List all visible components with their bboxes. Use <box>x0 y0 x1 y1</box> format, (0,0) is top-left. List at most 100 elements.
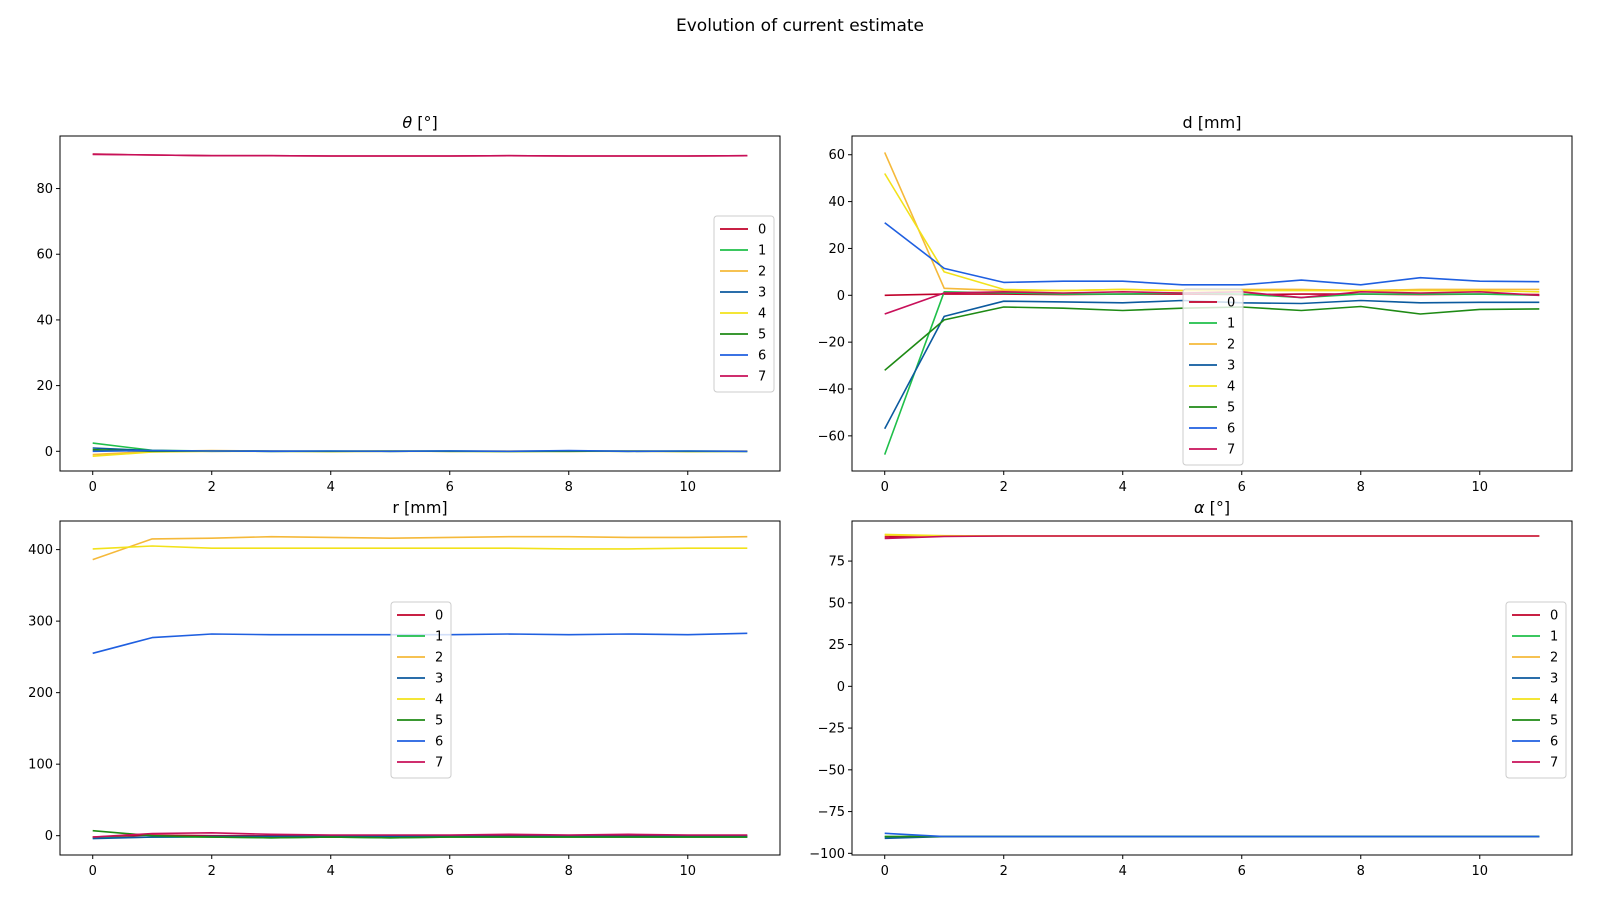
x-tick-label: 2 <box>1000 480 1008 495</box>
legend-label-3: 3 <box>1550 672 1558 687</box>
axes-frame <box>59 520 781 856</box>
legend-label-4: 4 <box>435 693 443 708</box>
series-line-4 <box>92 450 748 457</box>
legend-box <box>1182 288 1244 466</box>
legend: 0 1 2 3 4 5 6 7 <box>1182 288 1244 466</box>
y-tick-label: 0 <box>45 829 53 844</box>
legend-box <box>1505 601 1567 779</box>
legend: 0 1 2 3 4 5 6 7 <box>1505 601 1567 779</box>
y-tick-label: 0 <box>837 289 845 304</box>
y-tick-label: 20 <box>36 379 53 394</box>
legend-label-0: 0 <box>1227 296 1235 311</box>
legend-label-7: 7 <box>435 756 443 771</box>
y-tick-label: 60 <box>36 248 53 263</box>
legend-label-6: 6 <box>435 735 443 750</box>
x-tick-label: 6 <box>446 864 454 879</box>
series-line-5 <box>92 829 748 839</box>
axes-frame <box>851 135 1573 472</box>
x-tick-label: 8 <box>565 480 573 495</box>
y-tick-label: 50 <box>828 596 845 611</box>
y-tick-label: 60 <box>828 148 845 163</box>
x-tick-label: 8 <box>1357 864 1365 879</box>
y-tick-label: 0 <box>45 445 53 460</box>
legend-label-2: 2 <box>1550 651 1558 666</box>
series-line-6 <box>884 222 1540 286</box>
legend-label-2: 2 <box>1227 338 1235 353</box>
legend-label-0: 0 <box>1550 609 1558 624</box>
y-tick-label: 75 <box>828 555 845 570</box>
subplot-3: α [°] 0 2 4 6 8 10 −100 −75 −50 −25 0 25 50 75 0 1 2 3 4 5 6 7 <box>809 498 1573 879</box>
y-tick-label: 400 <box>28 543 53 558</box>
series-line-7 <box>92 153 748 157</box>
x-tick-label: 0 <box>881 480 889 495</box>
y-tick-label: −75 <box>818 805 845 820</box>
legend-label-5: 5 <box>1550 714 1558 729</box>
legend-label-6: 6 <box>1227 422 1235 437</box>
y-tick-label: 100 <box>28 758 53 773</box>
y-tick-label: 200 <box>28 686 53 701</box>
series-line-7 <box>92 831 748 838</box>
x-tick-label: 2 <box>208 864 216 879</box>
legend: 0 1 2 3 4 5 6 7 <box>713 215 775 393</box>
legend-label-4: 4 <box>758 307 766 322</box>
series-line-2 <box>92 535 748 561</box>
legend-label-4: 4 <box>1550 693 1558 708</box>
subplot-title: α [°] <box>1194 498 1230 517</box>
axes-frame <box>851 520 1573 856</box>
series-line-2 <box>883 152 1540 292</box>
x-tick-label: 8 <box>565 864 573 879</box>
legend-label-5: 5 <box>435 714 443 729</box>
legend-label-0: 0 <box>435 609 443 624</box>
x-tick-label: 2 <box>1000 864 1008 879</box>
x-tick-label: 6 <box>1238 864 1246 879</box>
x-tick-label: 4 <box>327 480 335 495</box>
legend-label-6: 6 <box>1550 735 1558 750</box>
x-tick-label: 6 <box>446 480 454 495</box>
legend-label-1: 1 <box>1550 630 1558 645</box>
series-line-4 <box>884 173 1540 293</box>
x-tick-label: 6 <box>1238 480 1246 495</box>
x-tick-label: 4 <box>1119 864 1127 879</box>
x-tick-label: 8 <box>1357 480 1365 495</box>
legend-label-2: 2 <box>435 651 443 666</box>
y-tick-label: −40 <box>818 383 845 398</box>
legend-label-7: 7 <box>758 370 766 385</box>
legend-box <box>390 601 452 779</box>
legend-label-3: 3 <box>435 672 443 687</box>
series-line-4 <box>92 545 748 550</box>
x-tick-label: 10 <box>679 480 696 495</box>
y-tick-label: −60 <box>818 429 845 444</box>
y-tick-label: 80 <box>36 182 53 197</box>
legend-label-1: 1 <box>1227 317 1235 332</box>
x-tick-label: 10 <box>679 864 696 879</box>
subplot-1: d [mm] 0 2 4 6 8 10 −60 −40 −20 0 20 40 60 0 1 2 3 4 5 6 7 <box>818 113 1573 495</box>
legend-label-2: 2 <box>758 265 766 280</box>
y-tick-label: −20 <box>818 336 845 351</box>
y-tick-label: 40 <box>36 313 53 328</box>
legend-label-3: 3 <box>1227 359 1235 374</box>
subplot-title: d [mm] <box>1183 113 1242 132</box>
subplot-title: r [mm] <box>392 498 447 517</box>
legend: 0 1 2 3 4 5 6 7 <box>390 601 452 779</box>
legend-label-5: 5 <box>1227 401 1235 416</box>
subplot-0: θ [°] 0 2 4 6 8 10 0 20 40 60 80 0 1 2 3 4 5 6 7 <box>36 113 781 495</box>
x-tick-label: 4 <box>1119 480 1127 495</box>
legend-label-7: 7 <box>1550 756 1558 771</box>
x-tick-label: 2 <box>208 480 216 495</box>
y-tick-label: 0 <box>837 680 845 695</box>
legend-label-5: 5 <box>758 328 766 343</box>
x-tick-label: 0 <box>89 480 97 495</box>
legend-label-1: 1 <box>435 630 443 645</box>
y-tick-label: −100 <box>809 847 845 862</box>
axes-frame <box>59 135 781 472</box>
legend-box <box>713 215 775 393</box>
x-tick-label: 10 <box>1471 864 1488 879</box>
legend-label-6: 6 <box>758 349 766 364</box>
y-tick-label: −25 <box>818 722 845 737</box>
legend-label-7: 7 <box>1227 443 1235 458</box>
y-tick-label: −50 <box>818 763 845 778</box>
legend-label-3: 3 <box>758 286 766 301</box>
x-tick-label: 0 <box>89 864 97 879</box>
